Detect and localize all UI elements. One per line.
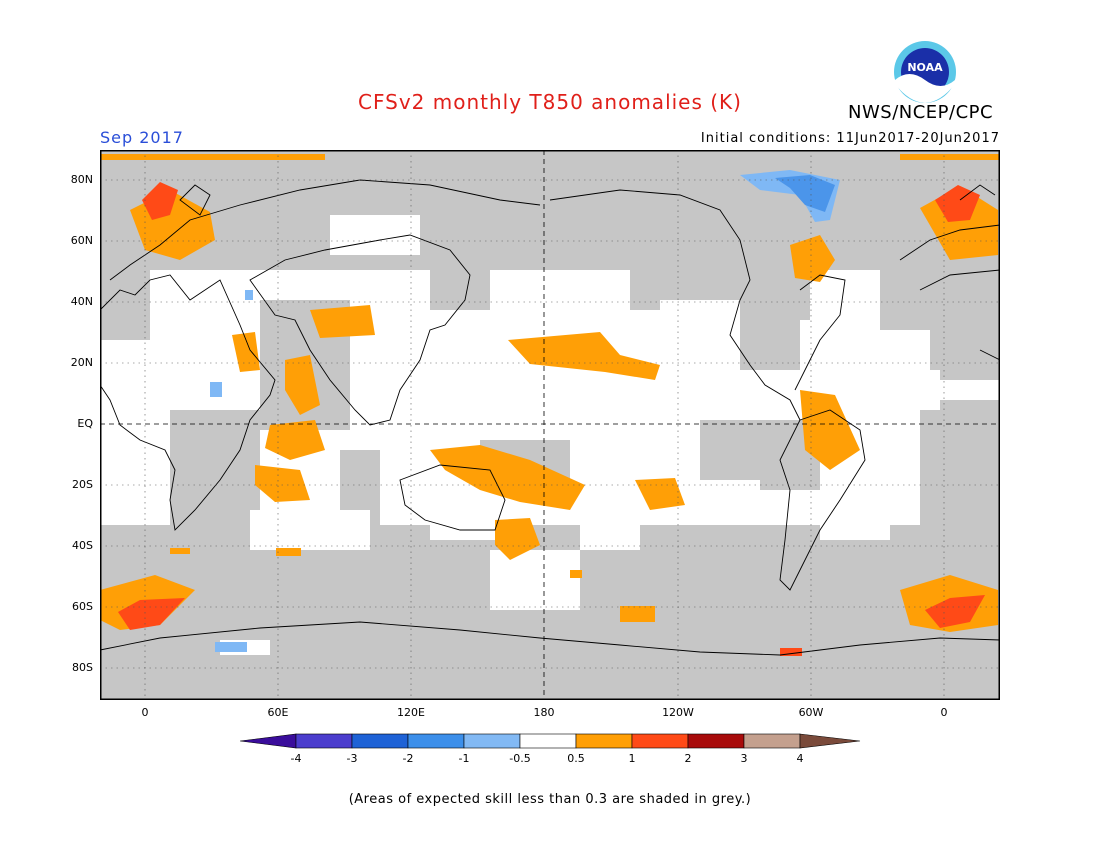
lon-label-120w: 120W <box>662 706 694 719</box>
colorbar-tick: -3 <box>346 752 358 765</box>
lat-label-60n: 60N <box>70 234 93 247</box>
lon-label-60e: 60E <box>267 706 289 719</box>
colorbar-tick: 0.5 <box>567 752 585 765</box>
map-title: CFSv2 monthly T850 anomalies (K) <box>358 90 742 114</box>
colorbar-arrow-right <box>799 733 861 749</box>
lat-label-60s: 60S <box>72 600 93 613</box>
colorbar-tick: -4 <box>290 752 302 765</box>
warm-anomaly-strong <box>118 182 985 656</box>
skill-footnote: (Areas of expected skill less than 0.3 a… <box>348 792 752 807</box>
colorbar-tick: -2 <box>402 752 414 765</box>
colorbar-tick: 1 <box>628 752 636 765</box>
lon-label-180: 180 <box>533 706 555 719</box>
lon-label-0: 0 <box>141 706 149 719</box>
colorbar-tick: -0.5 <box>509 752 531 765</box>
coastlines <box>100 179 1000 656</box>
lat-label-eq: EQ <box>77 417 93 430</box>
lon-label-120e: 120E <box>397 706 425 719</box>
logo-text: NOAA <box>907 61 943 74</box>
valid-month: Sep 2017 <box>100 128 184 147</box>
lon-label-0-right: 0 <box>940 706 948 719</box>
cold-anomaly <box>210 170 840 652</box>
map-frame <box>100 150 1000 700</box>
lat-lon-grid <box>100 150 1000 700</box>
lat-label-40n: 40N <box>70 295 93 308</box>
lat-label-40s: 40S <box>72 539 93 552</box>
initial-conditions: Initial conditions: 11Jun2017-20Jun2017 <box>700 131 1000 146</box>
lat-label-20s: 20S <box>72 478 93 491</box>
lat-label-20n: 20N <box>70 356 93 369</box>
colorbar-tick: 4 <box>796 752 804 765</box>
anomaly-map <box>100 150 1000 700</box>
lat-label-80n: 80N <box>70 173 93 186</box>
equator-dateline <box>100 150 1000 700</box>
agency-label: NWS/NCEP/CPC <box>848 102 994 123</box>
lat-label-80s: 80S <box>72 661 93 674</box>
colorbar <box>240 733 861 749</box>
colorbar-tick: -1 <box>458 752 470 765</box>
colorbar-tick: 3 <box>740 752 748 765</box>
colorbar-arrow-left <box>240 733 297 749</box>
lon-label-60w: 60W <box>798 706 824 719</box>
colorbar-tick: 2 <box>684 752 692 765</box>
noaa-logo: NOAA <box>893 40 957 104</box>
